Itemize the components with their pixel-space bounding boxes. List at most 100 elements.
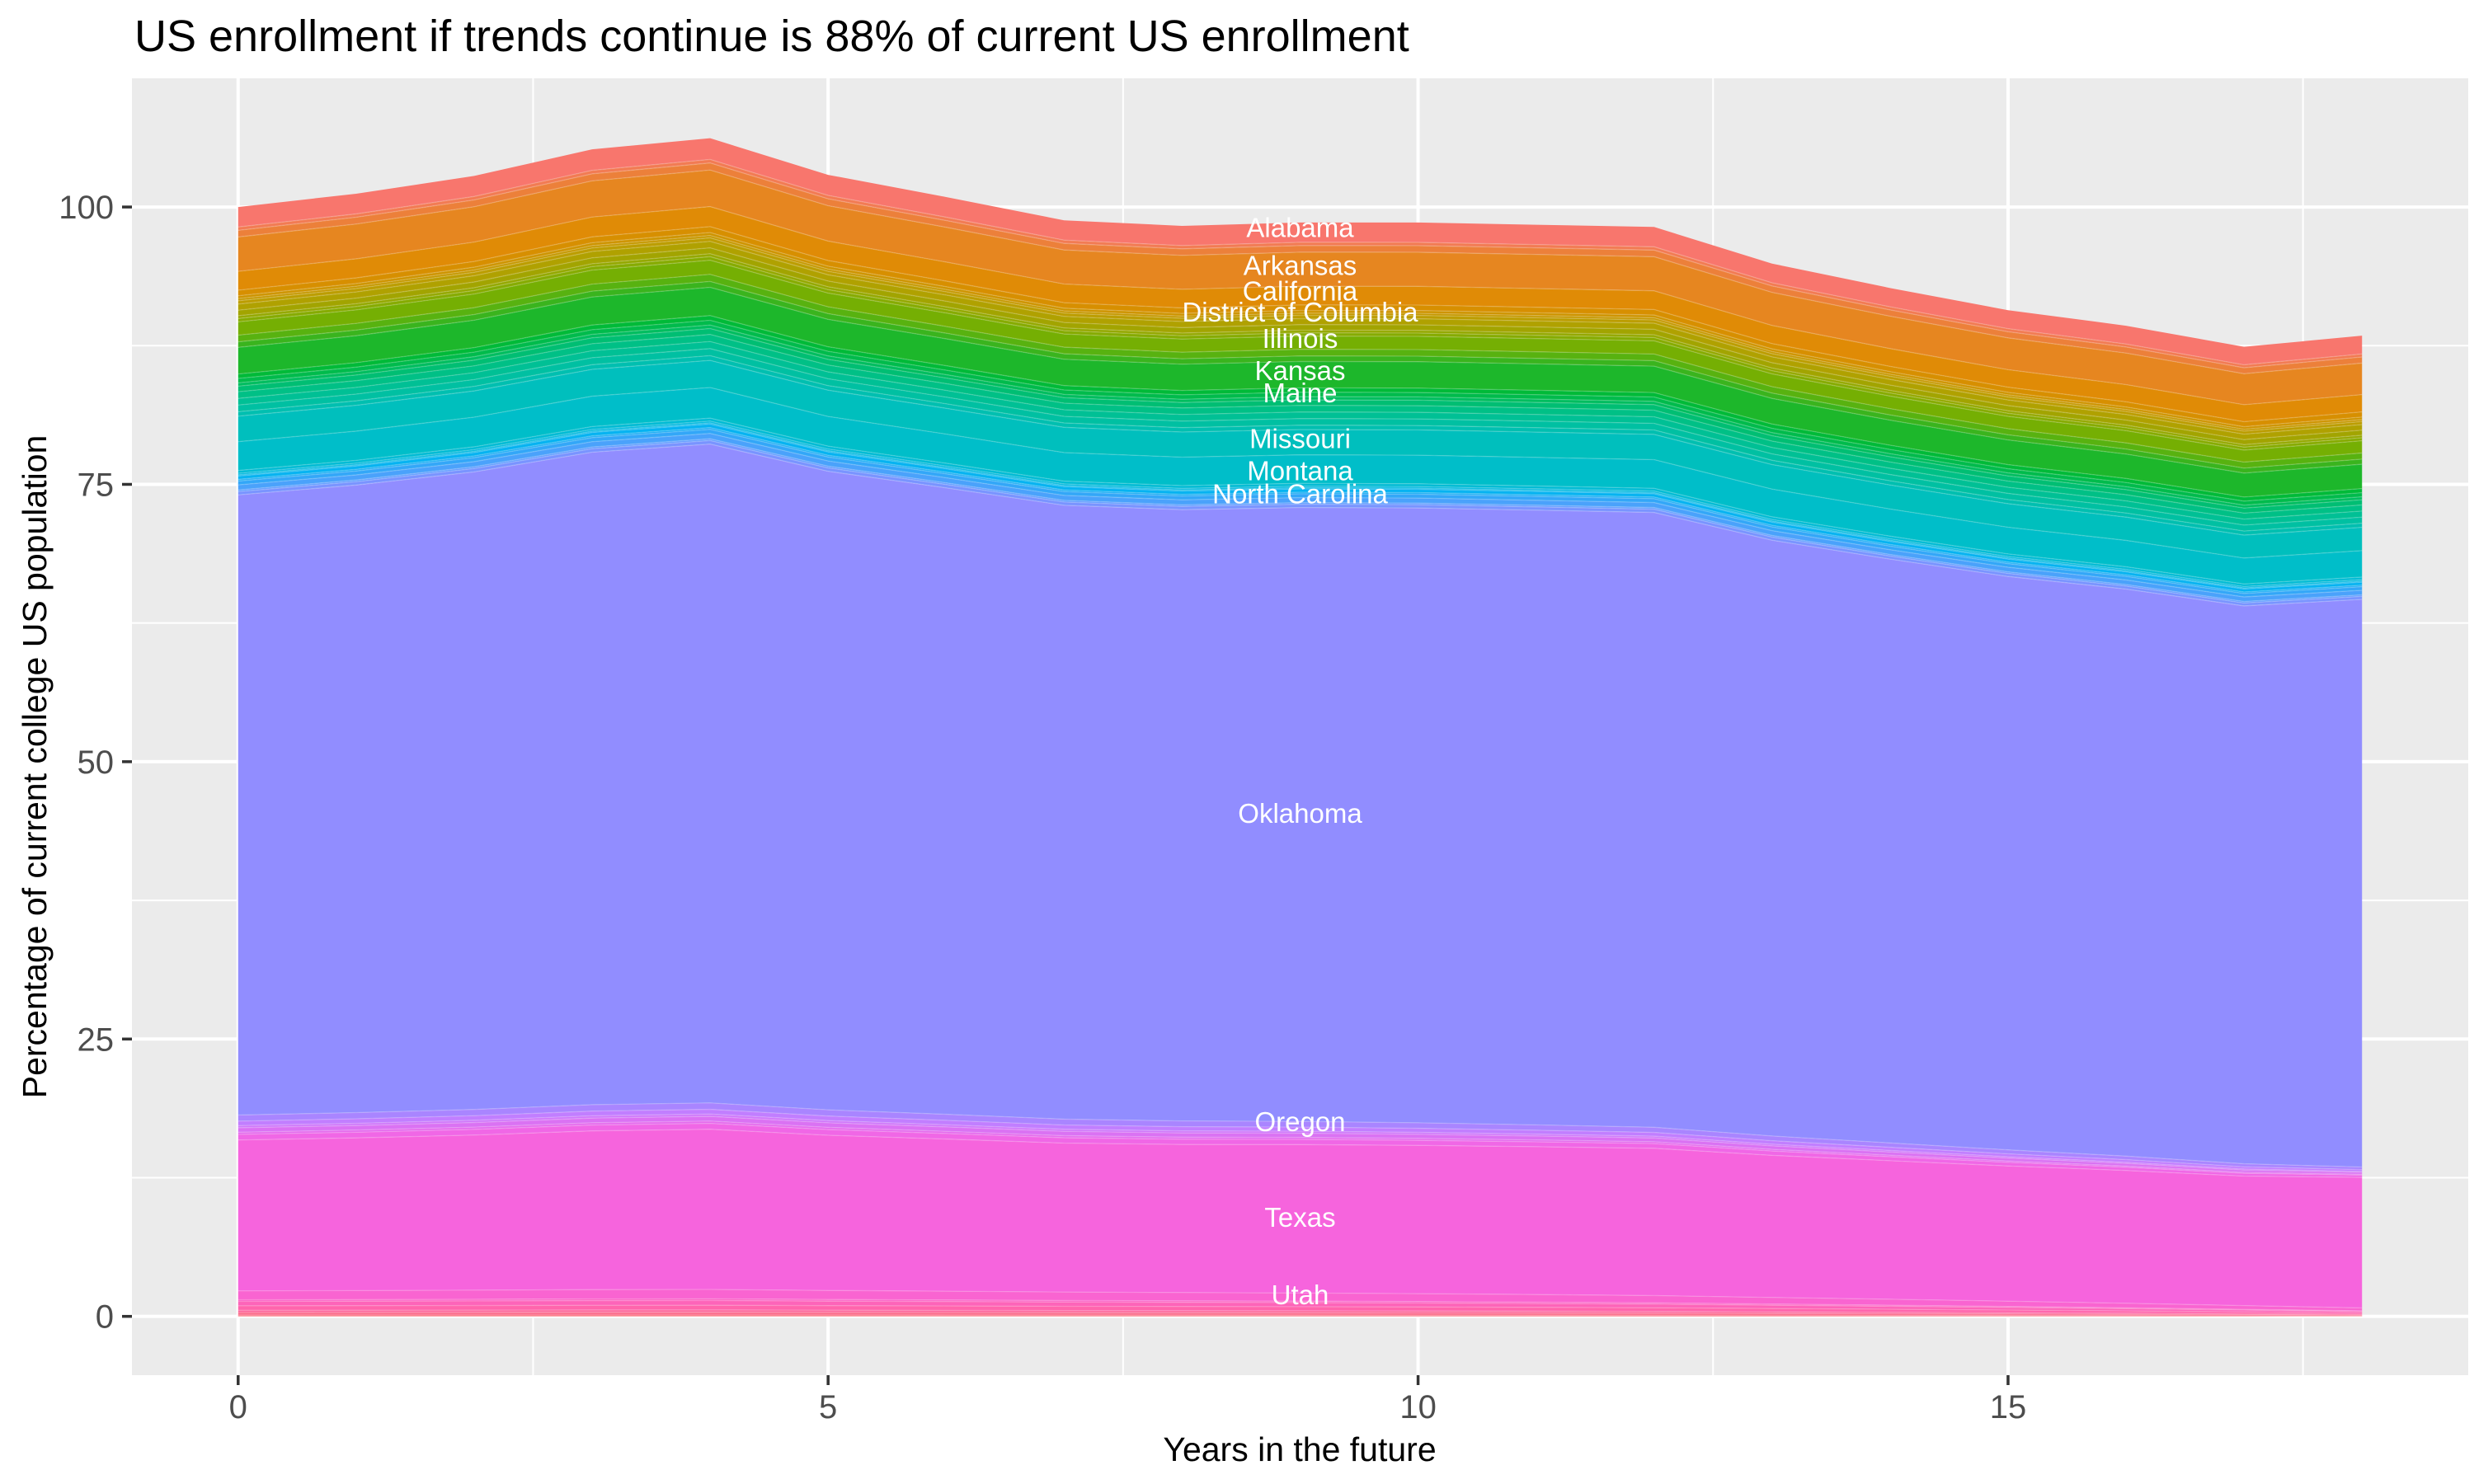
- state-label-utah: Utah: [1272, 1280, 1329, 1310]
- area-vermont: [238, 1298, 2363, 1312]
- band-seam: [238, 1314, 2363, 1317]
- band-seam: [238, 1312, 2363, 1316]
- area-maryland: [238, 328, 2363, 514]
- area-kansas: [238, 287, 2363, 497]
- chart-title: US enrollment if trends continue is 88% …: [134, 12, 1409, 61]
- state-label-california: California: [1243, 275, 1358, 306]
- state-label-montana: Montana: [1247, 455, 1353, 486]
- band-seam: [238, 355, 2363, 532]
- band-seam: [238, 334, 2363, 514]
- band-seam: [238, 234, 2363, 430]
- band-seam: [238, 1304, 2363, 1314]
- band-seam: [238, 1115, 2363, 1173]
- band-seam: [238, 241, 2363, 435]
- state-label-oregon: Oregon: [1254, 1106, 1345, 1137]
- band-seam: [238, 280, 2363, 469]
- band-seam: [238, 426, 2363, 593]
- band-seam: [238, 327, 2363, 509]
- area-indiana: [238, 274, 2363, 468]
- area-new-york: [238, 429, 2363, 598]
- state-label-oklahoma: Oklahoma: [1238, 798, 1362, 829]
- band-seam: [238, 340, 2363, 520]
- band-seam: [238, 205, 2363, 406]
- area-alabama: [238, 138, 2363, 365]
- area-arkansas: [238, 170, 2363, 405]
- band-seam: [238, 1299, 2363, 1313]
- band-seam: [238, 226, 2363, 423]
- band-seam: [238, 1298, 2363, 1312]
- state-label-missouri: Missouri: [1249, 423, 1351, 453]
- area-colorado: [238, 226, 2363, 427]
- band-seam: [238, 1120, 2363, 1175]
- band-seam: [238, 319, 2363, 502]
- band-seam: [238, 158, 2363, 366]
- band-seam: [238, 162, 2363, 369]
- area-montana: [238, 387, 2363, 585]
- area-illinois: [238, 260, 2363, 463]
- band-seam: [238, 1309, 2363, 1315]
- area-massachusetts: [238, 334, 2363, 519]
- band-seam: [238, 433, 2363, 598]
- band-seam: [238, 1122, 2363, 1176]
- band-seam: [238, 439, 2363, 603]
- area-texas: [238, 1129, 2363, 1308]
- area-utah: [238, 1289, 2363, 1311]
- y-axis-title: Percentage of current college US populat…: [16, 435, 54, 1099]
- x-tick-label: 15: [1990, 1389, 2027, 1425]
- state-label-district-of-columbia: District of Columbia: [1182, 297, 1418, 327]
- band-seam: [238, 1113, 2363, 1172]
- band-seam: [238, 417, 2363, 585]
- area-louisiana: [238, 320, 2363, 505]
- x-axis-title: Years in the future: [1163, 1430, 1436, 1468]
- area-oklahoma: [238, 444, 2363, 1167]
- band-seam: [238, 423, 2363, 590]
- area-kentucky: [238, 315, 2363, 501]
- state-label-illinois: Illinois: [1263, 323, 1338, 354]
- band-seam: [238, 429, 2363, 594]
- x-tick-label: 5: [819, 1389, 837, 1425]
- band-seam: [238, 169, 2363, 374]
- band-seam: [238, 1108, 2363, 1171]
- band-seam: [238, 315, 2363, 498]
- area-wisconsin: [238, 1312, 2363, 1317]
- area-missouri: [238, 360, 2363, 558]
- area-iowa: [238, 281, 2363, 473]
- area-wyoming: [238, 1314, 2363, 1317]
- state-label-alabama: Alabama: [1246, 213, 1354, 243]
- band-seam: [238, 259, 2363, 451]
- band-seam: [238, 256, 2363, 448]
- area-west-virginia: [238, 1309, 2363, 1316]
- y-tick-label: 0: [96, 1299, 114, 1336]
- band-seam: [238, 1129, 2363, 1178]
- area-georgia: [238, 247, 2363, 445]
- band-seam: [238, 286, 2363, 474]
- state-label-north-carolina: North Carolina: [1212, 479, 1388, 510]
- area-michigan: [238, 341, 2363, 525]
- state-label-texas: Texas: [1264, 1202, 1335, 1233]
- band-seam: [238, 420, 2363, 588]
- band-seam: [238, 324, 2363, 506]
- x-tick-label: 10: [1399, 1389, 1437, 1425]
- band-seam: [238, 387, 2363, 559]
- area-north-carolina: [238, 433, 2363, 602]
- band-seam: [238, 422, 2363, 589]
- band-seam: [238, 237, 2363, 432]
- area-florida: [238, 241, 2363, 440]
- state-label-kansas: Kansas: [1254, 355, 1345, 386]
- band-seam: [238, 232, 2363, 428]
- band-seam: [238, 1289, 2363, 1309]
- state-label-arkansas: Arkansas: [1244, 250, 1357, 280]
- state-label-maine: Maine: [1263, 378, 1338, 408]
- area-virginia: [238, 1300, 2363, 1313]
- y-tick-label: 100: [59, 190, 114, 226]
- area-arizona: [238, 162, 2363, 374]
- band-seam: [238, 274, 2363, 463]
- band-seam: [238, 1102, 2363, 1168]
- band-seam: [238, 359, 2363, 536]
- area-california: [238, 206, 2363, 422]
- band-seam: [238, 443, 2363, 607]
- band-seam: [238, 348, 2363, 526]
- band-seam: [238, 247, 2363, 440]
- x-tick-label: 0: [229, 1389, 247, 1425]
